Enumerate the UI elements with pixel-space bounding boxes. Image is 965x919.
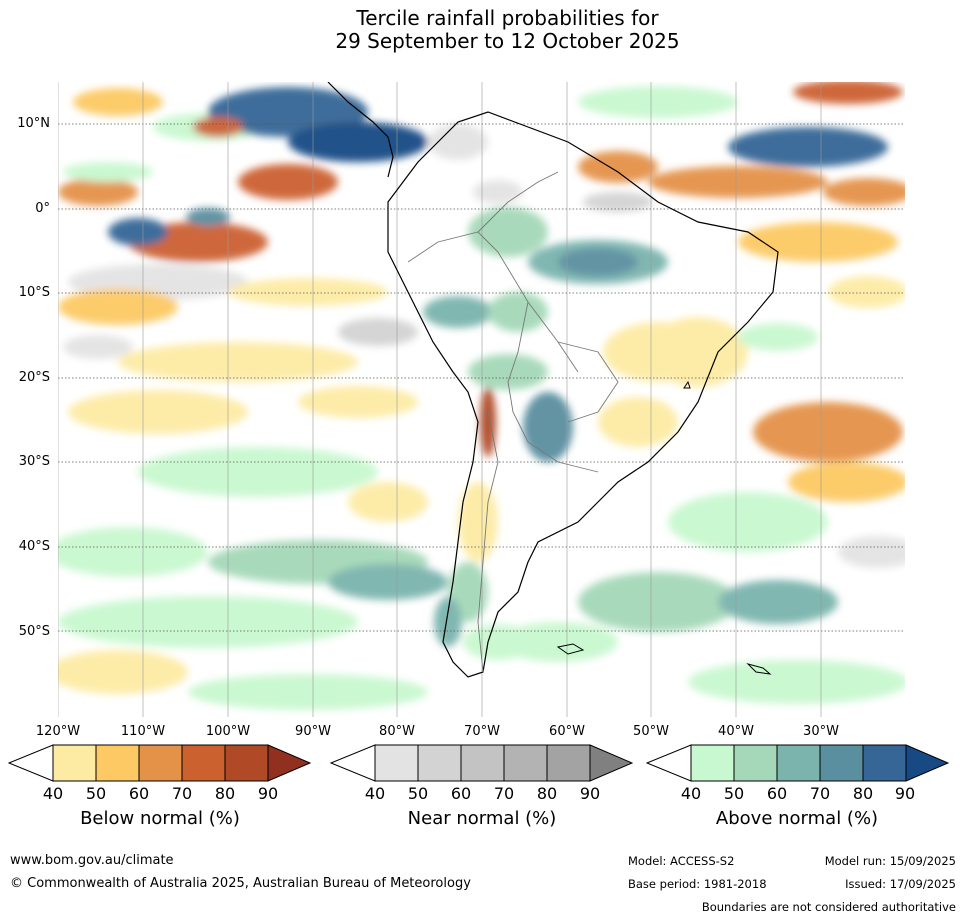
footer-base-period: Base period: 1981-2018 <box>628 877 767 891</box>
footer-copyright: © Commonwealth of Australia 2025, Austra… <box>10 876 471 891</box>
colorbar-near-normal-swatch-2 <box>418 745 461 781</box>
colorbar-above-normal-swatch-5 <box>863 745 906 781</box>
colorbar-above-normal-tick-80: 80 <box>852 784 874 803</box>
colorbar-below-normal-swatch-1 <box>53 745 96 781</box>
colorbar-near-normal-high-arrow <box>589 744 634 782</box>
colorbar-below-normal-high-arrow <box>267 744 312 782</box>
colorbar-near-normal-title: Near normal (%) <box>407 808 557 829</box>
colorbar-near-normal-tick-50: 50 <box>407 784 429 803</box>
colorbar-below-normal-low-arrow <box>8 744 54 782</box>
colorbar-above-normal-tick-90: 90 <box>894 784 916 803</box>
lat-label-10s: 10°S <box>18 285 50 300</box>
map-canvas <box>58 82 905 717</box>
colorbar-below-normal-swatch-5 <box>225 745 268 781</box>
lat-label-50s: 50°S <box>18 624 50 639</box>
lon-label-90w: 90°W <box>295 724 331 739</box>
colorbar-near-normal-tick-60: 60 <box>450 784 472 803</box>
lon-label-30w: 30°W <box>803 724 839 739</box>
colorbar-above-normal-tick-40: 40 <box>680 784 702 803</box>
lat-label-40s: 40°S <box>18 539 50 554</box>
lon-label-70w: 70°W <box>464 724 500 739</box>
lon-label-110w: 110°W <box>120 724 166 739</box>
colorbar-above-normal-title: Above normal (%) <box>715 808 879 829</box>
colorbar-above-normal-high-arrow <box>905 744 950 782</box>
colorbar-near-normal-swatch-4 <box>504 745 547 781</box>
colorbar-below-normal <box>8 744 312 782</box>
map-title-line-2: 29 September to 12 October 2025 <box>335 29 680 53</box>
colorbar-below-normal-tick-70: 70 <box>171 784 193 803</box>
colorbar-near-normal-low-arrow <box>330 744 376 782</box>
colorbar-below-normal-swatch-4 <box>182 745 225 781</box>
country-borders <box>407 171 619 673</box>
colorbar-near-normal-tick-80: 80 <box>536 784 558 803</box>
colorbar-above-normal-tick-50: 50 <box>723 784 745 803</box>
colorbar-below-normal-tick-60: 60 <box>128 784 150 803</box>
lon-label-80w: 80°W <box>379 724 415 739</box>
colorbar-near-normal-swatch-5 <box>547 745 590 781</box>
colorbar-below-normal-tick-80: 80 <box>214 784 236 803</box>
lat-label-0: 0° <box>35 201 50 216</box>
lat-label-20s: 20°S <box>18 370 50 385</box>
colorbar-above-normal-swatch-1 <box>691 745 734 781</box>
lat-label-30s: 30°S <box>18 454 50 469</box>
colorbar-below-normal-swatch-3 <box>139 745 182 781</box>
colorbar-below-normal-title: Below normal (%) <box>80 808 240 829</box>
lon-label-120w: 120°W <box>35 724 81 739</box>
map-title-line-1: Tercile rainfall probabilities for <box>356 6 659 30</box>
colorbar-above-normal-tick-60: 60 <box>766 784 788 803</box>
colorbar-below-normal-tick-50: 50 <box>85 784 107 803</box>
colorbar-above-normal-swatch-4 <box>820 745 863 781</box>
lon-label-100w: 100°W <box>205 724 251 739</box>
footer-issued: Issued: 17/09/2025 <box>845 877 956 891</box>
south-america-coastline <box>387 111 779 678</box>
colorbar-near-normal-tick-70: 70 <box>493 784 515 803</box>
footer-model-run: Model run: 15/09/2025 <box>824 854 956 868</box>
colorbar-near-normal-swatch-1 <box>375 745 418 781</box>
colorbar-above-normal-swatch-2 <box>734 745 777 781</box>
colorbar-near-normal <box>330 744 634 782</box>
colorbar-near-normal-tick-90: 90 <box>579 784 601 803</box>
colorbar-above-normal-tick-70: 70 <box>809 784 831 803</box>
footer-model: Model: ACCESS-S2 <box>628 854 735 868</box>
colorbar-above-normal-swatch-3 <box>777 745 820 781</box>
graticule <box>58 123 905 632</box>
footer-disclaimer: Boundaries are not considered authoritat… <box>701 900 956 914</box>
colorbar-above-normal-low-arrow <box>646 744 692 782</box>
forecast-map <box>58 82 905 717</box>
colorbar-above-normal <box>646 744 950 782</box>
lat-label-10n: 10°N <box>17 116 50 131</box>
lon-label-50w: 50°W <box>633 724 669 739</box>
colorbar-near-normal-swatch-3 <box>461 745 504 781</box>
colorbar-near-normal-tick-40: 40 <box>364 784 386 803</box>
lon-label-40w: 40°W <box>718 724 754 739</box>
colorbar-below-normal-swatch-2 <box>96 745 139 781</box>
colorbar-below-normal-tick-90: 90 <box>257 784 279 803</box>
lon-label-60w: 60°W <box>549 724 585 739</box>
colorbar-below-normal-tick-40: 40 <box>42 784 64 803</box>
footer-website: www.bom.gov.au/climate <box>10 853 174 868</box>
